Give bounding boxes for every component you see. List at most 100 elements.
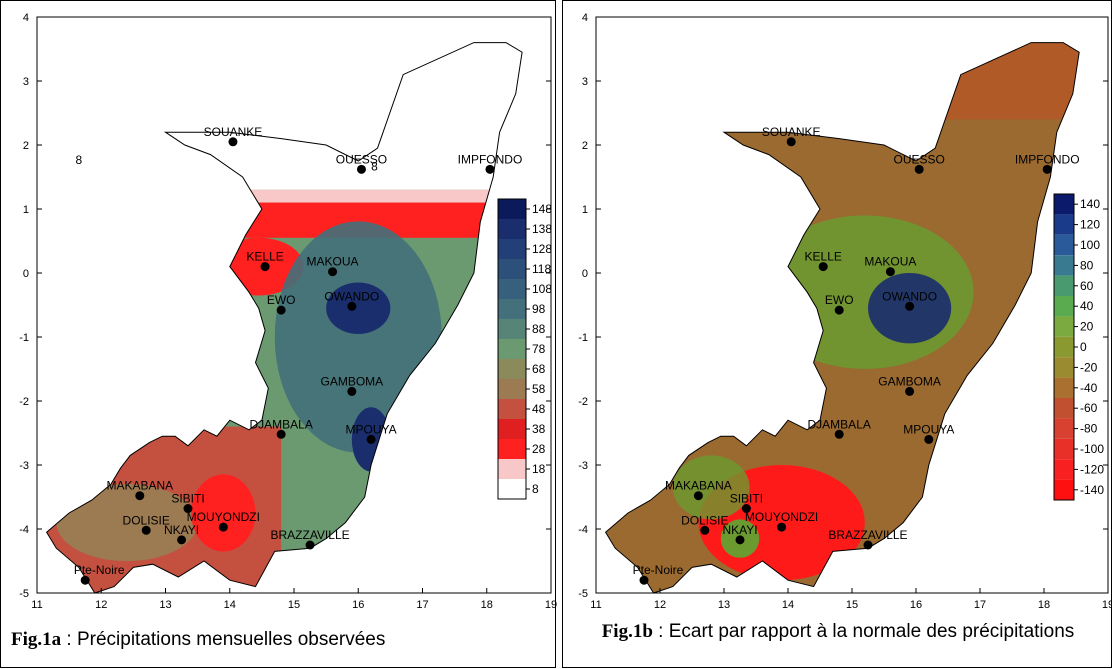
panel-fig-1b: 11 12 13 14 15 16 17 18 19 4 3 2 1 0 -1 -2 -3 -4 -5 SOUANKE…	[562, 0, 1112, 668]
legend-swatch	[1054, 296, 1074, 317]
city-marker	[863, 540, 873, 550]
legend-label: 68	[532, 362, 546, 376]
legend-swatch	[498, 479, 526, 499]
city-marker	[276, 305, 286, 315]
legend-swatch	[1054, 377, 1074, 398]
legend-swatch	[498, 359, 526, 379]
city-marker	[914, 164, 924, 174]
legend: 140 120 100 80 60 40 20 0 -20 -40 -60 -80 -100 -120 -1…	[1053, 193, 1104, 501]
city-marker	[786, 137, 796, 147]
legend-label: 38	[532, 422, 546, 436]
legend-swatch	[498, 199, 526, 219]
city-label: GAMBOMA	[320, 374, 383, 388]
city-marker	[818, 262, 828, 272]
city-label: NKAYI	[164, 523, 199, 537]
city-label: MPOUYA	[346, 422, 397, 436]
legend-swatch	[1054, 336, 1074, 358]
city-label: MAKOUA	[864, 255, 916, 269]
x-tick-label: 15	[846, 599, 858, 611]
city-label: KELLE	[246, 250, 283, 264]
legend: 148 138 128 118 108 98 88 78 68 58 48 38 28 18 8	[497, 198, 552, 500]
legend-swatch	[498, 439, 526, 459]
city-label: MPOUYA	[903, 422, 954, 436]
city-marker	[177, 535, 187, 545]
legend-label: 58	[532, 382, 546, 396]
x-tick-label: 13	[718, 599, 730, 611]
x-tick-label: 18	[481, 599, 493, 611]
x-tick-label: 14	[782, 599, 794, 611]
legend-label: -40	[1080, 381, 1098, 395]
legend-label: 98	[532, 302, 546, 316]
legend-label: 138	[532, 222, 552, 236]
city-marker	[183, 504, 193, 514]
country-outline	[604, 42, 1080, 594]
city-marker	[80, 575, 90, 585]
city-label: MAKOUA	[307, 255, 359, 269]
city-marker	[366, 434, 376, 444]
y-tick-label: 4	[582, 12, 588, 24]
caption-fig-1a: Fig.1a : Précipitations mensuelles obser…	[11, 629, 385, 651]
y-tick-label: 2	[23, 140, 29, 152]
y-tick-label: -2	[578, 396, 588, 408]
city-label: IMPFONDO	[458, 152, 523, 166]
legend-swatch	[1054, 418, 1074, 439]
legend-swatch	[498, 259, 526, 279]
city-marker	[905, 386, 915, 396]
city-marker	[276, 429, 286, 439]
city-label: OWANDO	[882, 289, 937, 303]
city-marker	[347, 301, 357, 311]
x-tick-label: 18	[1038, 599, 1050, 611]
legend-swatch	[498, 299, 526, 319]
y-tick-label: 3	[23, 76, 29, 88]
city-label: DJAMBALA	[808, 417, 871, 431]
legend-swatch	[1054, 438, 1074, 460]
y-tick-label: 1	[582, 204, 588, 216]
city-label: DOLISIE	[681, 513, 728, 527]
legend-swatch	[498, 219, 526, 239]
city-label: BRAZZAVILLE	[828, 528, 907, 542]
x-tick-label: 16	[352, 599, 364, 611]
y-tick-label: -4	[19, 524, 29, 536]
city-label: EWO	[267, 293, 296, 307]
city-marker	[924, 434, 934, 444]
legend-label: 128	[532, 242, 552, 256]
y-tick-label: -1	[578, 332, 588, 344]
x-tick-label: 17	[974, 599, 986, 611]
caption-fig-1b-text: : Ecart par rapport à la normale des pré…	[652, 621, 1075, 642]
city-marker	[735, 535, 745, 545]
city-label: MAKABANA	[106, 479, 173, 493]
panel-fig-1a: 11 12 13 14 15 16 17 18 19 4 3 2 1 0 -1 -2 -3 -4 -5 SOUANKE…	[0, 0, 557, 668]
x-tick-label: 12	[654, 599, 666, 611]
city-marker	[777, 522, 787, 532]
legend-swatch	[1054, 275, 1074, 296]
legend-label: 80	[1080, 258, 1094, 272]
city-label: KELLE	[805, 250, 842, 264]
y-tick-label: -4	[578, 524, 588, 536]
city-marker	[347, 386, 357, 396]
caption-fig-1b-label: Fig.1b	[601, 621, 653, 642]
contour-label: 8	[76, 153, 83, 167]
city-label: GAMBOMA	[878, 374, 941, 388]
city-label: SOUANKE	[762, 125, 821, 139]
legend-swatch	[1054, 316, 1074, 337]
y-tick-label: -5	[578, 588, 588, 600]
x-tick-label: 14	[224, 599, 236, 611]
legend-swatch	[1054, 234, 1074, 256]
legend-label: -80	[1080, 422, 1098, 436]
legend-swatch	[1054, 398, 1074, 419]
city-label: Pte-Noire	[633, 563, 684, 577]
city-label: MOUYONDZI	[745, 510, 818, 524]
y-tick-label: 0	[23, 268, 29, 280]
city-marker	[885, 267, 895, 277]
legend-swatch	[1054, 357, 1074, 378]
city-marker	[741, 504, 751, 514]
legend-label: 108	[532, 282, 552, 296]
legend-label: 120	[1080, 218, 1100, 232]
legend-label: 60	[1080, 279, 1094, 293]
city-label: SIBITI	[730, 492, 763, 506]
legend-swatch	[498, 339, 526, 359]
legend-label: -140	[1080, 483, 1104, 497]
y-tick-label: 3	[582, 76, 588, 88]
map-fig-1a: 11 12 13 14 15 16 17 18 19 4 3 2 1 0 -1 -2 -3 -4 -5 SOUANKE…	[19, 12, 557, 611]
city-marker	[356, 164, 366, 174]
